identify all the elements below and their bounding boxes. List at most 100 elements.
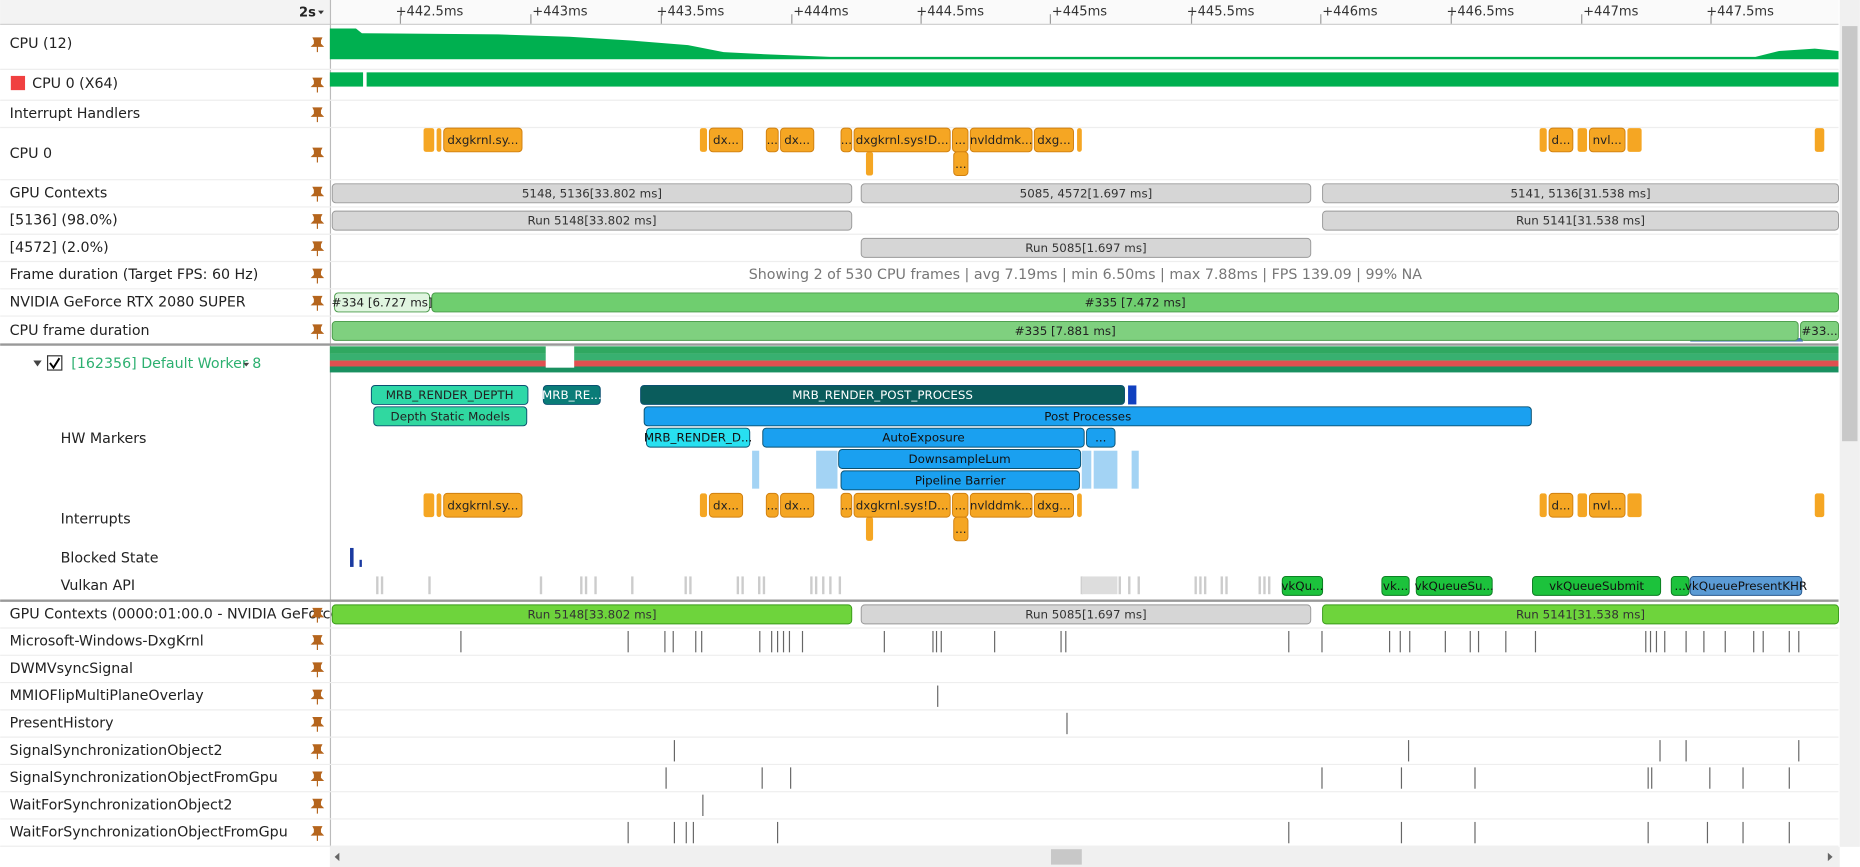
row-label[interactable]: Blocked State: [61, 551, 159, 567]
pin-icon[interactable]: [310, 716, 325, 732]
row-label[interactable]: HW Markers: [61, 431, 147, 447]
row-label[interactable]: [5136] (98.0%): [10, 213, 118, 229]
event-block[interactable]: [1627, 493, 1642, 518]
event-block[interactable]: [840, 127, 853, 153]
event-block[interactable]: [953, 151, 969, 177]
gpu-run[interactable]: [860, 604, 1312, 625]
row-label[interactable]: WaitForSynchronizationObjectFromGpu: [10, 825, 288, 841]
row-label[interactable]: Interrupt Handlers: [10, 106, 141, 122]
event-block[interactable]: [1077, 493, 1082, 518]
event-block[interactable]: [1588, 127, 1626, 153]
vulkan-call[interactable]: [1281, 575, 1324, 596]
hw-marker[interactable]: [370, 384, 529, 405]
event-block[interactable]: [765, 492, 779, 518]
pin-icon[interactable]: [310, 744, 325, 760]
event-block[interactable]: [1627, 128, 1642, 152]
row-label[interactable]: SignalSynchronizationObjectFromGpu: [10, 770, 278, 786]
event-block[interactable]: [765, 127, 779, 153]
row-label[interactable]: SignalSynchronizationObject2: [10, 743, 223, 759]
pin-icon[interactable]: [310, 241, 325, 257]
run-block[interactable]: [860, 237, 1312, 258]
event-block[interactable]: [780, 127, 815, 153]
event-block[interactable]: [699, 493, 708, 518]
event-block[interactable]: [853, 127, 951, 153]
event-block[interactable]: [1539, 493, 1547, 518]
pin-icon[interactable]: [310, 268, 325, 284]
event-block[interactable]: [1814, 493, 1825, 518]
run-block[interactable]: [331, 210, 853, 231]
event-block[interactable]: [853, 492, 951, 518]
event-block[interactable]: [436, 128, 442, 152]
row-label[interactable]: Microsoft-Windows-DxgKrnl: [10, 634, 204, 650]
event-block[interactable]: [1033, 127, 1074, 153]
zoom-label[interactable]: 2s: [299, 6, 316, 21]
gpu-frame[interactable]: [334, 292, 430, 313]
scroll-thumb[interactable]: [1842, 26, 1858, 442]
event-block[interactable]: [1577, 493, 1588, 518]
pin-icon[interactable]: [310, 37, 325, 53]
row-label[interactable]: CPU (12): [10, 36, 73, 52]
cpu-frame[interactable]: [1800, 320, 1839, 341]
scroll-thumb[interactable]: [1050, 849, 1082, 865]
event-block[interactable]: [840, 492, 853, 518]
worker-checkbox[interactable]: [46, 355, 63, 371]
gpu-context[interactable]: [331, 183, 853, 204]
pin-icon[interactable]: [310, 607, 325, 623]
gpu-frame[interactable]: [431, 292, 1839, 313]
horizontal-scrollbar[interactable]: [329, 846, 1840, 867]
event-block[interactable]: [1548, 492, 1574, 518]
event-block[interactable]: [708, 492, 744, 518]
pin-icon[interactable]: [310, 147, 325, 163]
scroll-right[interactable]: [1827, 852, 1833, 862]
pin-icon[interactable]: [310, 107, 325, 123]
row-label[interactable]: Frame duration (Target FPS: 60 Hz): [10, 267, 259, 283]
run-block[interactable]: [1322, 210, 1839, 231]
gpu-run[interactable]: [331, 604, 853, 625]
vulkan-call[interactable]: [1532, 575, 1662, 596]
vulkan-call[interactable]: [1415, 575, 1493, 596]
event-block[interactable]: [1814, 128, 1825, 152]
vulkan-call[interactable]: [1670, 575, 1690, 596]
scroll-left[interactable]: [334, 852, 340, 862]
event-block[interactable]: [699, 128, 708, 152]
hw-marker[interactable]: [762, 427, 1085, 448]
row-label[interactable]: PresentHistory: [10, 715, 114, 731]
row-label[interactable]: CPU frame duration: [10, 323, 150, 339]
event-block[interactable]: [423, 128, 435, 152]
pin-icon[interactable]: [310, 186, 325, 202]
row-label[interactable]: CPU 0 (X64): [32, 76, 118, 92]
event-block[interactable]: [1577, 128, 1588, 152]
event-block[interactable]: [969, 492, 1033, 518]
worker-label[interactable]: [162356] Default Worker 8: [71, 356, 261, 372]
event-block[interactable]: [436, 493, 442, 518]
hw-marker[interactable]: [646, 427, 751, 448]
row-label[interactable]: GPU Contexts (0000:01:00.0 - NVIDIA GeFo…: [10, 606, 340, 622]
event-block[interactable]: [1033, 492, 1074, 518]
row-label[interactable]: Interrupts: [61, 511, 131, 527]
hw-marker[interactable]: [640, 384, 1125, 405]
event-block[interactable]: [443, 492, 523, 518]
event-block[interactable]: [443, 127, 523, 153]
event-block[interactable]: [1539, 128, 1547, 152]
worker-dropdown[interactable]: [243, 362, 250, 367]
row-label[interactable]: GPU Contexts: [10, 185, 108, 201]
event-block[interactable]: [969, 127, 1033, 153]
pin-icon[interactable]: [310, 771, 325, 787]
row-label[interactable]: DWMVsyncSignal: [10, 661, 133, 677]
event-block[interactable]: [953, 516, 969, 542]
pin-icon[interactable]: [310, 826, 325, 841]
hw-marker[interactable]: [838, 449, 1082, 469]
row-label[interactable]: CPU 0: [10, 146, 52, 162]
pin-icon[interactable]: [310, 662, 325, 678]
hw-marker[interactable]: [1086, 427, 1116, 448]
event-block[interactable]: [780, 492, 815, 518]
event-block[interactable]: [708, 127, 744, 153]
collapse-toggle[interactable]: [33, 360, 42, 367]
row-label[interactable]: [4572] (2.0%): [10, 240, 109, 256]
pin-icon[interactable]: [310, 214, 325, 229]
hw-marker[interactable]: [840, 470, 1080, 491]
row-label[interactable]: Vulkan API: [61, 578, 135, 594]
pin-icon[interactable]: [310, 798, 325, 814]
hw-marker[interactable]: [542, 384, 601, 405]
gpu-run[interactable]: [1322, 604, 1839, 625]
